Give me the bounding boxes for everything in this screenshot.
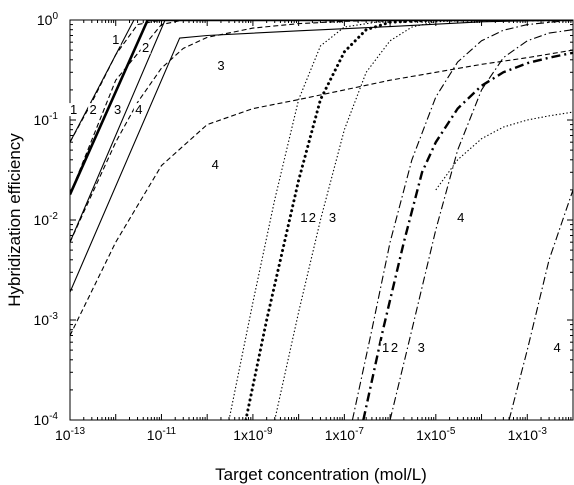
curve-label: 3 [114, 102, 121, 117]
series-line-16 [508, 189, 573, 420]
series-line-10 [244, 20, 573, 420]
curve-label-bg [68, 103, 79, 117]
curve-label-bg [133, 103, 144, 117]
curve-label-bg [307, 211, 318, 224]
x-tick-label: 1x10-3 [508, 426, 548, 443]
series-line-8 [70, 49, 573, 336]
curve-label-bg [389, 341, 400, 355]
curve-label-bg [298, 211, 309, 224]
curve-label: 1 [112, 32, 119, 47]
series-line-4 [70, 20, 573, 293]
curves-group [70, 20, 573, 420]
plot-frame [69, 19, 574, 421]
curve-label-bg [380, 341, 391, 355]
curve-label: 4 [212, 157, 219, 172]
x-tick-label: 1x10-9 [233, 426, 273, 443]
series-line-11 [274, 20, 573, 420]
curve-label: 1 [300, 210, 307, 225]
curve-label-bg [112, 103, 123, 117]
series-line-9 [228, 20, 573, 420]
curve-label: 2 [89, 102, 96, 117]
curve-label: 3 [329, 210, 336, 225]
series-line-6 [70, 20, 573, 195]
curve-label: 1 [382, 340, 389, 355]
y-axis-ticks: 10-4 10-3 10-2 10-1 100 [34, 11, 573, 428]
curve-label: 4 [554, 340, 561, 355]
series-line-7 [70, 20, 573, 243]
curve-label-bg [110, 33, 121, 47]
curve-label-bg [88, 103, 99, 117]
curve-label: 4 [457, 210, 464, 225]
x-axis-label: Target concentration (mol/L) [215, 465, 427, 484]
curve-label: 2 [391, 340, 398, 355]
y-tick-label: 100 [37, 11, 59, 28]
curve-label: 1 [70, 102, 77, 117]
curve-label-bg [416, 341, 427, 355]
series-line-14 [362, 51, 573, 420]
x-tick-label: 10-13 [55, 426, 85, 443]
y-axis-label: Hybridization efficiency [5, 133, 24, 307]
y-tick-label: 10-2 [34, 211, 59, 228]
series-line-12 [435, 111, 573, 191]
y-tick-label: 10-4 [34, 411, 59, 428]
x-tick-label: 1x10-7 [325, 426, 365, 443]
curve-label: 2 [309, 210, 316, 225]
x-tick-label: 10-11 [147, 426, 177, 443]
curve-label: 4 [135, 102, 142, 117]
series-line-15 [389, 29, 573, 420]
x-tick-label: 1x10-5 [416, 426, 456, 443]
curve-label-bg [327, 211, 338, 224]
series-line-5 [70, 20, 573, 143]
curve-label-bg [552, 341, 563, 355]
series-line-2 [70, 20, 573, 195]
curve-label-bg [210, 157, 221, 171]
curve-label: 2 [142, 40, 149, 55]
series-line-1 [70, 20, 573, 143]
curve-label-bg [455, 211, 466, 224]
y-tick-label: 10-1 [34, 111, 59, 128]
curve-label: 3 [418, 340, 425, 355]
series-line-3 [70, 20, 573, 243]
x-axis-ticks: 10-13 10-11 1x10-9 1x10-7 1x10-5 1x10-3 [55, 20, 574, 443]
curve-label-bg [140, 41, 151, 55]
curve-label: 3 [217, 58, 224, 73]
curve-label-bg [215, 59, 226, 73]
y-tick-label: 10-3 [34, 311, 59, 328]
